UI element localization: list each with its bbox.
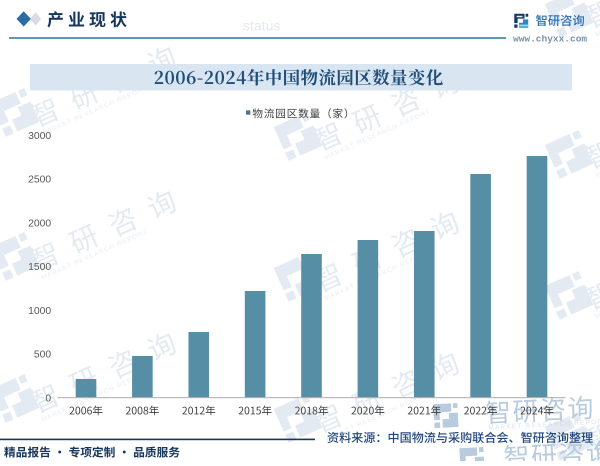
svg-text:500: 500 (34, 350, 52, 361)
svg-text:1000: 1000 (28, 306, 51, 317)
svg-text:status: status (243, 18, 280, 34)
svg-text:2500: 2500 (28, 175, 51, 186)
svg-text:www.chyxx.com: www.chyxx.com (513, 34, 587, 45)
svg-text:1500: 1500 (28, 262, 51, 273)
svg-text:3000: 3000 (28, 131, 51, 142)
svg-text:2000: 2000 (28, 218, 51, 229)
svg-text:0: 0 (45, 393, 51, 404)
